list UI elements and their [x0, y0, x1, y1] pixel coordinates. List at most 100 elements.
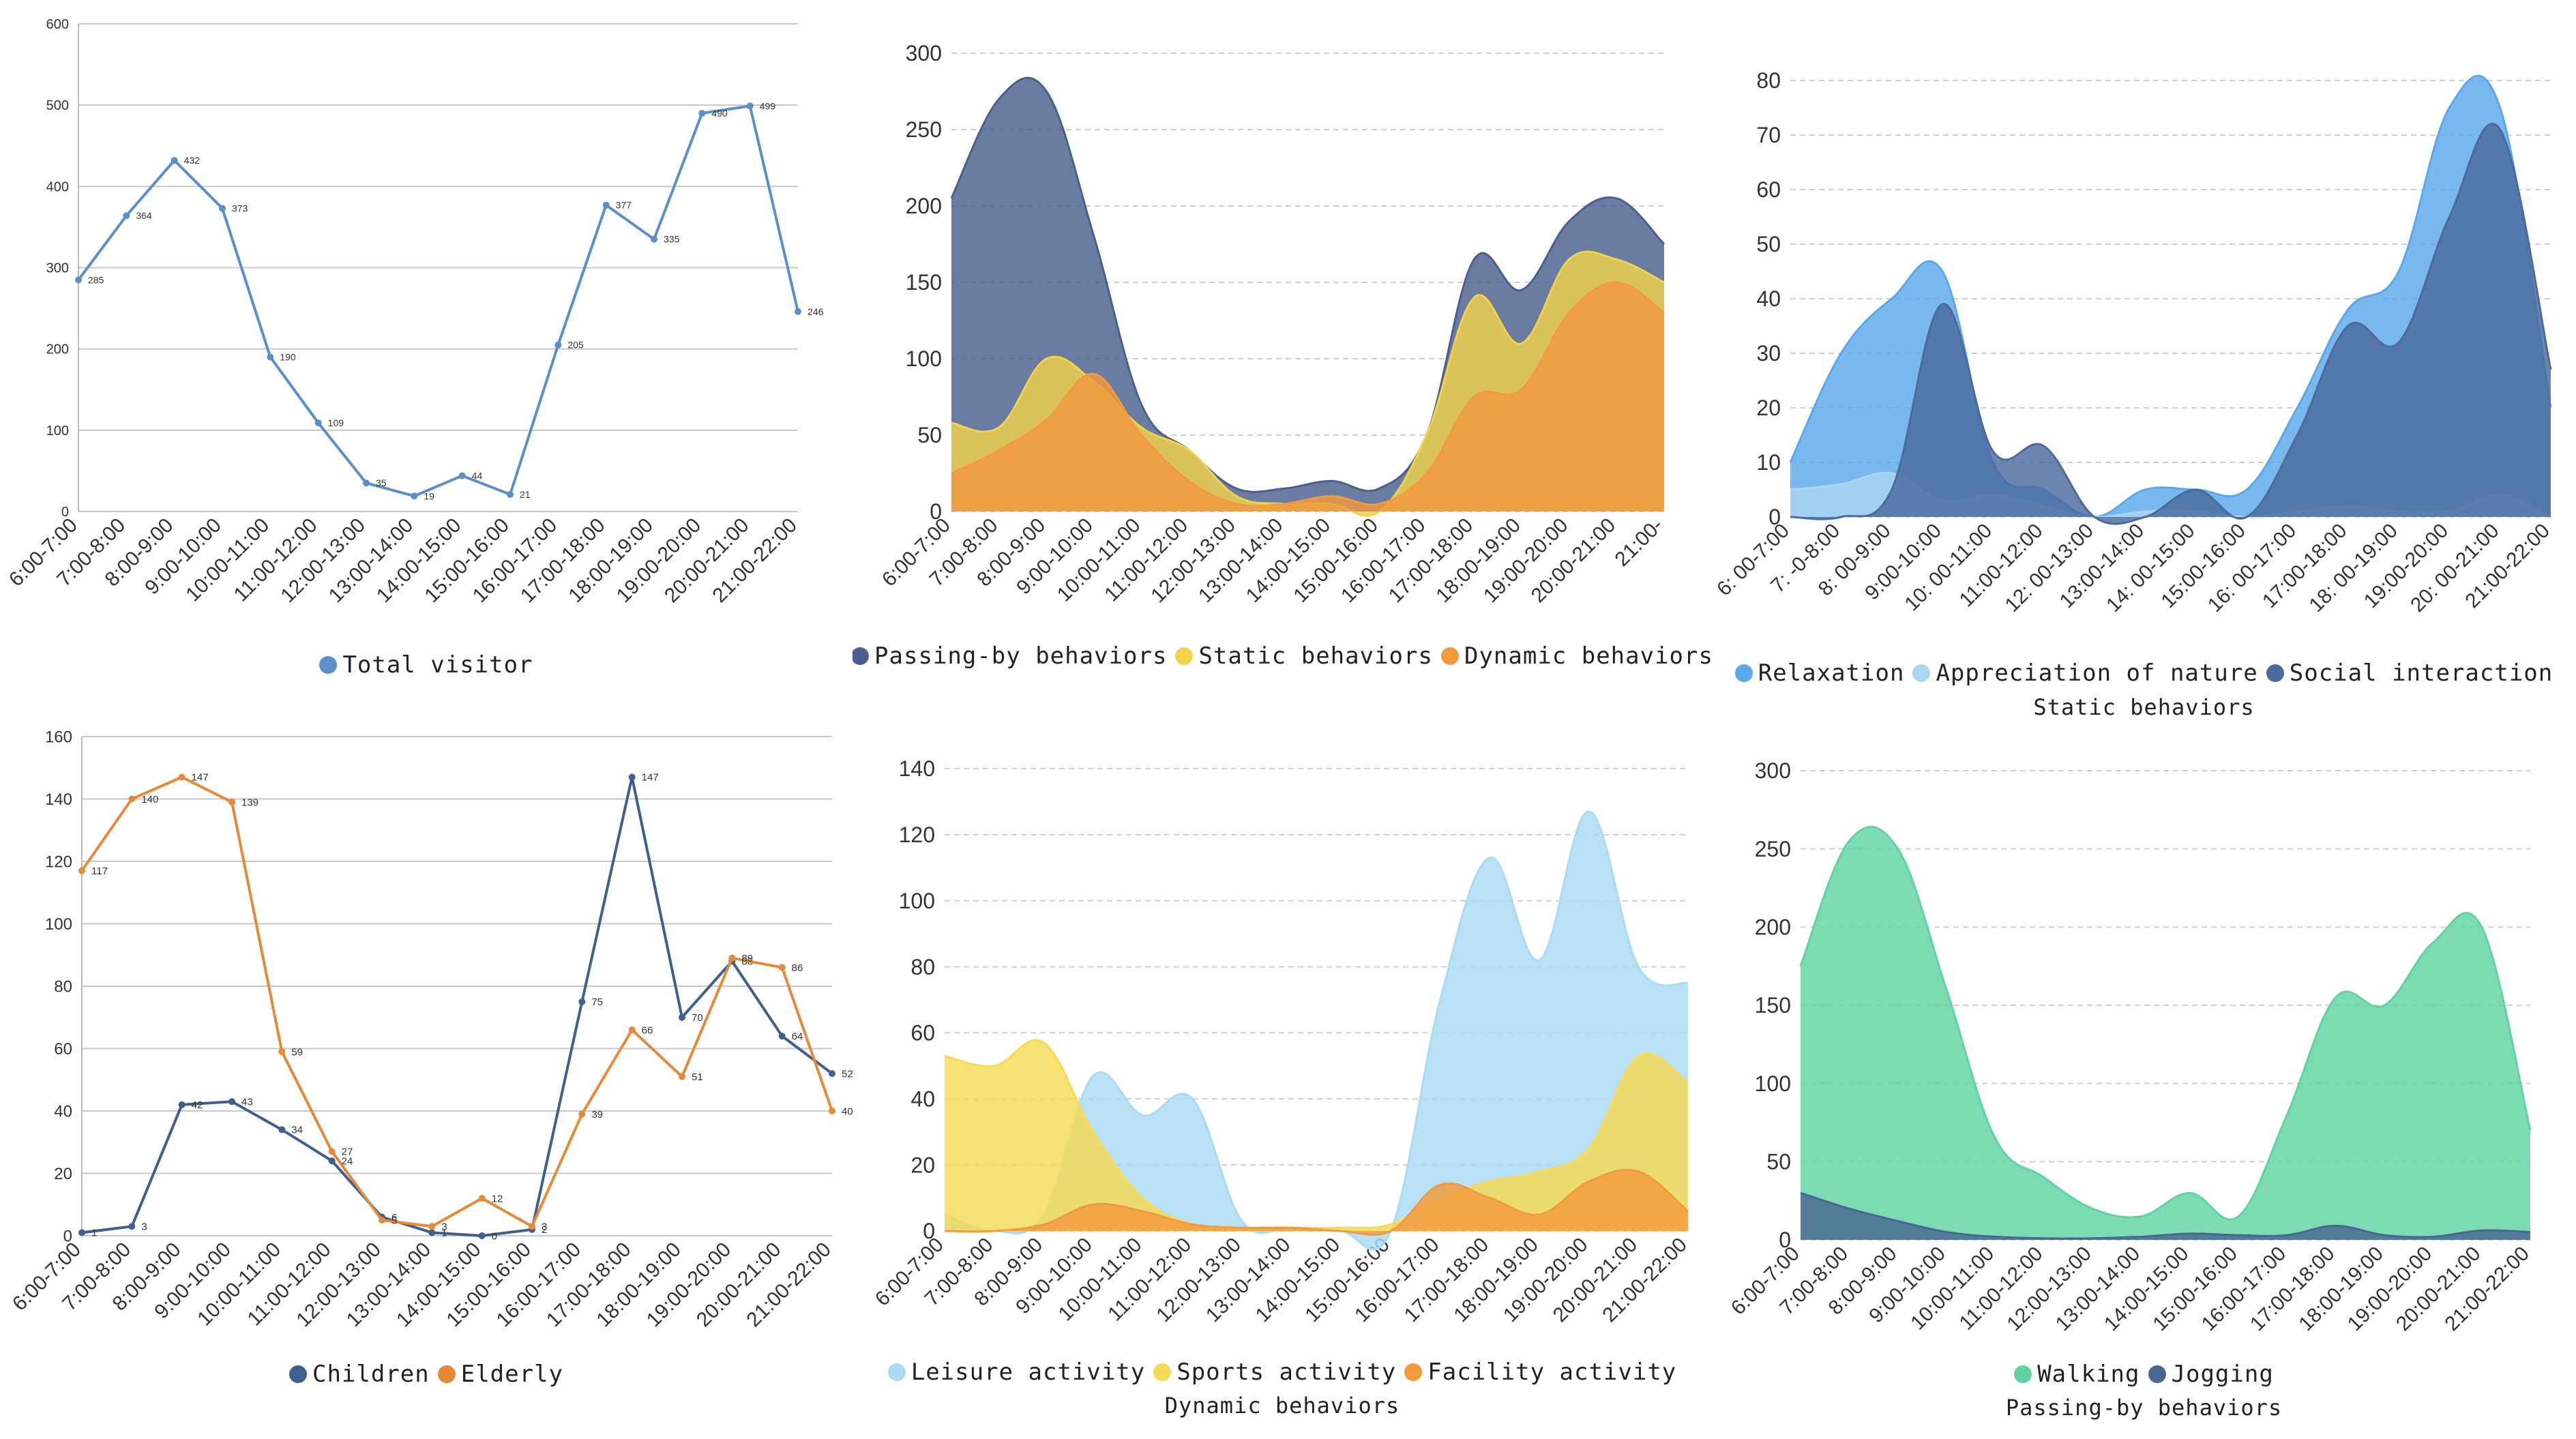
data-label: 3	[542, 1221, 547, 1233]
point-elderly	[128, 795, 136, 803]
line-children	[81, 777, 833, 1238]
data-label: 27	[342, 1146, 353, 1158]
point-elderly	[78, 867, 85, 874]
legend-label: Children	[312, 1361, 430, 1388]
y-tick-label: 80	[1756, 68, 1781, 93]
area-sports-activity	[945, 1040, 1688, 1231]
y-tick-label: 600	[46, 17, 69, 32]
y-tick-label: 300	[906, 41, 942, 65]
chart-dynamic-behaviors: 0 20 40 60 80 100 120 140 6:00-7:00 7:00-8:00 8:00…	[853, 723, 1712, 1439]
line-walking	[1799, 825, 2532, 1221]
y-tick-label: 30	[1756, 341, 1781, 366]
data-label: 66	[642, 1024, 653, 1036]
data-label: 70	[692, 1012, 703, 1024]
point-children	[78, 1229, 85, 1236]
legend-dot-icon	[853, 647, 870, 665]
y-tick-label: 120	[899, 822, 935, 847]
y-tick-label: 50	[917, 423, 942, 447]
y-tick-label: 120	[45, 852, 72, 871]
area-jogging	[1801, 1193, 2530, 1240]
plot-svg: 0204060801001201401606:00-7:007:00-8:008…	[8, 728, 853, 1331]
data-label: 42	[192, 1099, 203, 1111]
y-tick-label: 300	[1755, 758, 1791, 783]
y-tick-label: 100	[46, 424, 69, 439]
point-children	[578, 998, 586, 1005]
legend-dot-icon	[1175, 647, 1194, 665]
data-label: 39	[591, 1109, 603, 1121]
y-tick-label: 100	[1755, 1071, 1791, 1096]
y-tick-label: 300	[46, 261, 69, 276]
legend-dot-icon	[1912, 664, 1931, 682]
point-elderly	[178, 773, 186, 781]
point-children	[328, 1157, 336, 1165]
legend-label: Static behaviors	[1198, 642, 1433, 670]
data-label: 490	[711, 108, 728, 119]
legend: Passing-by behaviors Static behaviors Dyna…	[853, 642, 1712, 670]
data-label: 246	[808, 306, 824, 317]
data-label: 24	[342, 1155, 353, 1167]
chart-subtitle: Dynamic behaviors	[1164, 1393, 1400, 1419]
data-label: 377	[616, 200, 632, 211]
data-label: 52	[842, 1068, 853, 1080]
legend-item-facility-activity: Facility activity	[1404, 1359, 1676, 1386]
data-label: 43	[241, 1097, 253, 1108]
legend-item-passing-by-behaviors: Passing-by behaviors	[853, 642, 1167, 670]
point-elderly	[228, 799, 235, 806]
point-elderly	[628, 1026, 636, 1034]
point-elderly	[529, 1223, 535, 1230]
plot-svg: 0501001502002503006:00-7:007:00-8:008:00…	[878, 41, 1668, 607]
area-social-interaction	[1790, 123, 2551, 524]
legend-dot-icon	[1404, 1363, 1423, 1381]
data-label: 2	[542, 1224, 547, 1236]
data-label: 19	[424, 490, 434, 501]
chart-subtitle: Static behaviors	[2033, 694, 2255, 720]
data-label: 285	[88, 274, 104, 285]
point-children	[178, 1101, 186, 1108]
legend-label: Dynamic behaviors	[1464, 642, 1712, 670]
y-tick-label: 60	[54, 1040, 72, 1058]
legend: Walking Jogging	[1712, 1361, 2576, 1388]
legend-dot-icon	[288, 1365, 307, 1383]
data-label: 89	[741, 953, 753, 964]
legend-label: Appreciation of nature	[1936, 659, 2258, 687]
y-tick-label: 20	[54, 1165, 72, 1183]
legend-item-total-visitor: Total visitor	[319, 651, 533, 679]
legend-item-leisure-activity: Leisure activity	[887, 1359, 1146, 1386]
y-tick-label: 20	[911, 1153, 935, 1177]
y-tick-label: 80	[54, 977, 72, 996]
line-passing-by-behaviors	[950, 76, 1665, 493]
legend-dot-icon	[1440, 647, 1459, 665]
y-tick-label: 60	[1756, 177, 1781, 202]
data-label: 59	[291, 1046, 303, 1058]
data-label: 139	[241, 797, 258, 808]
legend-label: Walking	[2037, 1361, 2140, 1388]
line-elderly	[80, 775, 833, 1229]
point-total-visitor	[651, 235, 657, 243]
data-label: 190	[280, 351, 296, 362]
y-tick-label: 0	[923, 1219, 935, 1243]
legend-dot-icon	[2014, 1365, 2032, 1383]
y-tick-label: 150	[1755, 993, 1791, 1018]
data-label: 34	[291, 1125, 303, 1136]
y-tick-label: 50	[1766, 1150, 1791, 1174]
legend-item-relaxation: Relaxation	[1734, 659, 1905, 687]
y-tick-label: 70	[1756, 123, 1781, 147]
line-dynamic-behaviors	[951, 281, 1665, 507]
point-elderly	[578, 1110, 586, 1118]
area-leisure-activity	[945, 811, 1688, 1250]
legend-dot-icon	[2148, 1365, 2166, 1383]
legend-item-walking: Walking	[2014, 1361, 2140, 1388]
data-label: 0	[492, 1230, 497, 1242]
legend-label: Total visitor	[342, 651, 533, 679]
legend-item-jogging: Jogging	[2148, 1361, 2274, 1388]
point-elderly	[778, 964, 786, 971]
point-total-visitor	[554, 341, 562, 348]
data-label: 75	[591, 996, 603, 1008]
legend-label: Relaxation	[1758, 659, 1905, 687]
y-tick-label: 40	[1756, 286, 1781, 311]
y-tick-label: 10	[1756, 450, 1781, 475]
legend-label: Leisure activity	[911, 1359, 1146, 1386]
y-tick-label: 40	[54, 1102, 72, 1121]
data-label: 432	[184, 155, 201, 166]
